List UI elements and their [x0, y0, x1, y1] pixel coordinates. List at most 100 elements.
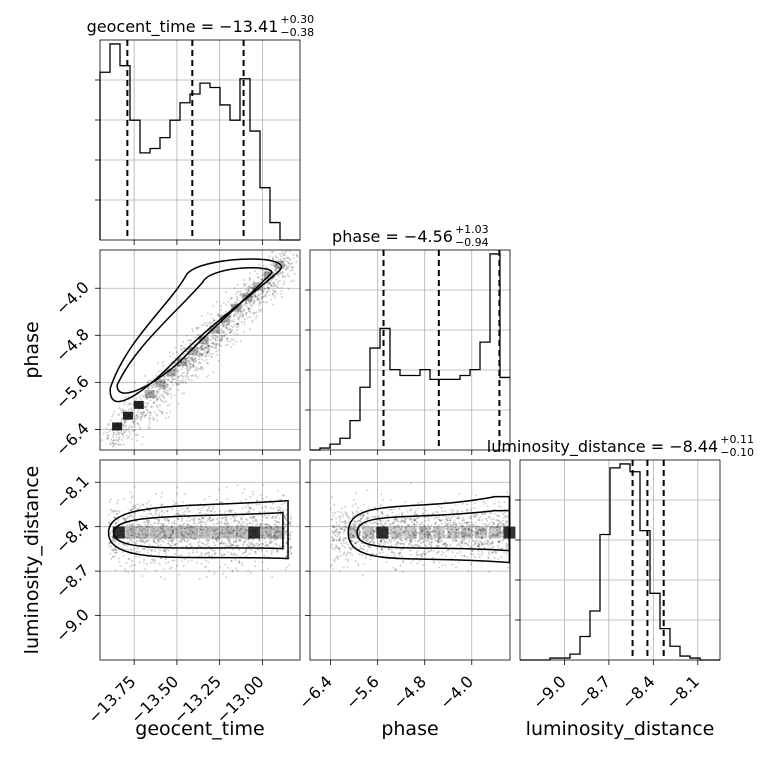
scatter-point: [469, 517, 472, 520]
scatter-point: [141, 435, 144, 438]
scatter-point: [183, 539, 186, 542]
scatter-point: [110, 438, 113, 441]
scatter-point: [113, 539, 116, 542]
scatter-point: [199, 367, 202, 370]
scatter-point: [392, 520, 395, 523]
scatter-point: [157, 514, 160, 517]
scatter-point: [331, 538, 334, 541]
scatter-point: [190, 559, 193, 562]
scatter-point: [357, 564, 360, 567]
scatter-point: [205, 343, 208, 346]
scatter-point: [171, 377, 174, 380]
scatter-point: [129, 408, 132, 411]
scatter-point: [249, 495, 252, 498]
scatter-point: [185, 541, 188, 544]
scatter-point: [216, 342, 219, 345]
scatter-point: [212, 334, 215, 337]
scatter-point: [167, 561, 170, 564]
density-cell: [125, 526, 138, 539]
scatter-point: [495, 552, 498, 555]
scatter-point: [186, 357, 189, 360]
scatter-point: [467, 528, 470, 531]
scatter-point: [147, 500, 150, 503]
scatter-point: [180, 361, 183, 364]
scatter-point: [199, 512, 202, 515]
scatter-point: [173, 543, 176, 546]
scatter-point: [382, 498, 385, 501]
scatter-point: [160, 523, 163, 526]
scatter-point: [206, 538, 209, 541]
scatter-point: [348, 546, 351, 549]
scatter-point: [197, 354, 200, 357]
scatter-point: [192, 361, 195, 364]
scatter-point: [333, 526, 336, 529]
scatter-point: [152, 514, 155, 517]
scatter-point: [219, 341, 222, 344]
scatter-point: [224, 516, 227, 519]
scatter-point: [262, 289, 265, 292]
scatter-point: [124, 544, 127, 547]
scatter-point: [438, 545, 441, 548]
scatter-point: [221, 554, 224, 557]
scatter-point: [483, 546, 486, 549]
scatter-point: [407, 530, 410, 533]
scatter-point: [216, 536, 219, 539]
scatter-point: [150, 390, 153, 393]
scatter-point: [280, 272, 283, 275]
scatter-point: [422, 534, 425, 537]
scatter-point: [253, 515, 256, 518]
scatter-point: [193, 525, 196, 528]
scatter-point: [366, 530, 369, 533]
scatter-point: [484, 502, 487, 505]
scatter-point: [257, 276, 260, 279]
scatter-point: [291, 265, 294, 268]
scatter-point: [494, 536, 497, 539]
scatter-point: [124, 568, 127, 571]
scatter-point: [261, 295, 264, 298]
scatter-point: [278, 530, 281, 533]
scatter-point: [359, 517, 362, 520]
scatter-point: [189, 542, 192, 545]
scatter-point: [120, 431, 123, 434]
scatter-point: [434, 529, 437, 532]
scatter-point: [138, 505, 141, 508]
scatter-point: [438, 515, 441, 518]
scatter-point: [277, 528, 280, 531]
scatter-point: [223, 532, 226, 535]
scatter-point: [152, 390, 155, 393]
scatter-point: [244, 551, 247, 554]
scatter-point: [238, 548, 241, 551]
scatter-point: [148, 424, 151, 427]
scatter-point: [459, 524, 462, 527]
scatter-point: [463, 534, 466, 537]
scatter-point: [346, 512, 349, 515]
scatter-point: [352, 534, 355, 537]
scatter-point: [141, 394, 144, 397]
scatter-point: [220, 344, 223, 347]
scatter-point: [410, 482, 413, 485]
scatter-point: [161, 393, 164, 396]
scatter-point: [499, 540, 502, 543]
scatter-point: [260, 522, 263, 525]
scatter-point: [502, 524, 505, 527]
scatter-point: [187, 510, 190, 513]
scatter-point: [159, 383, 162, 386]
scatter-point: [454, 531, 457, 534]
scatter-point: [408, 534, 411, 537]
scatter-point: [497, 541, 500, 544]
scatter-point: [471, 530, 474, 533]
scatter-point: [248, 508, 251, 511]
panel-frame-geocent_time-geocent_time: [99, 39, 301, 241]
scatter-point: [463, 538, 466, 541]
scatter-point: [162, 525, 165, 528]
scatter-point: [366, 516, 369, 519]
scatter-point: [353, 535, 356, 538]
scatter-point: [221, 338, 224, 341]
scatter-point: [393, 531, 396, 534]
scatter-point: [222, 301, 225, 304]
scatter-point: [211, 342, 214, 345]
scatter-point: [371, 541, 374, 544]
scatter-point: [153, 383, 156, 386]
scatter-point: [260, 298, 263, 301]
scatter-point: [245, 538, 248, 541]
